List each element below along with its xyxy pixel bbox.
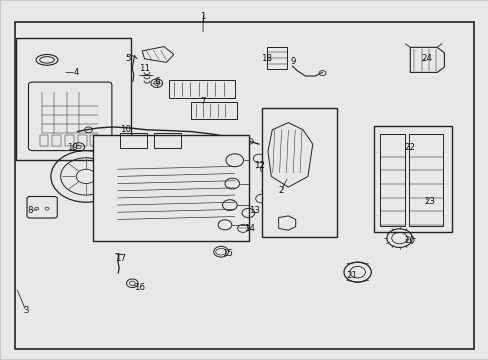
Text: 15: 15 — [222, 249, 232, 258]
Text: 14: 14 — [244, 224, 254, 233]
Bar — [267, 46, 286, 69]
Text: 16: 16 — [134, 283, 145, 292]
Bar — [190, 102, 237, 119]
Text: 3: 3 — [23, 306, 29, 315]
Bar — [78, 135, 86, 146]
Text: 22: 22 — [404, 143, 415, 152]
Text: 11: 11 — [139, 64, 150, 73]
Text: 20: 20 — [404, 237, 415, 246]
Text: 12: 12 — [253, 161, 264, 170]
Text: 21: 21 — [346, 270, 357, 279]
Text: 2: 2 — [278, 186, 283, 195]
Text: 4: 4 — [73, 68, 79, 77]
Bar — [93, 135, 249, 241]
Bar — [379, 134, 405, 226]
Text: 13: 13 — [248, 206, 259, 215]
Text: 17: 17 — [114, 255, 125, 264]
Text: 5: 5 — [125, 54, 131, 63]
Bar — [40, 135, 48, 146]
Bar — [408, 134, 443, 226]
Bar — [52, 135, 61, 146]
Bar — [120, 134, 147, 148]
Text: 8: 8 — [27, 206, 33, 215]
Text: 10: 10 — [119, 125, 130, 134]
Text: 1: 1 — [200, 12, 205, 21]
Bar — [373, 126, 451, 232]
Bar — [16, 39, 131, 160]
Bar — [261, 108, 336, 237]
Text: 19: 19 — [67, 143, 78, 152]
Bar — [168, 80, 234, 98]
Text: 9: 9 — [290, 57, 295, 66]
Text: 6: 6 — [154, 77, 159, 86]
Text: 18: 18 — [261, 54, 271, 63]
Text: 24: 24 — [421, 54, 432, 63]
Bar — [65, 135, 74, 146]
Bar — [154, 134, 181, 148]
Text: 7: 7 — [200, 96, 205, 105]
Bar — [90, 135, 99, 146]
Text: 23: 23 — [424, 197, 434, 206]
